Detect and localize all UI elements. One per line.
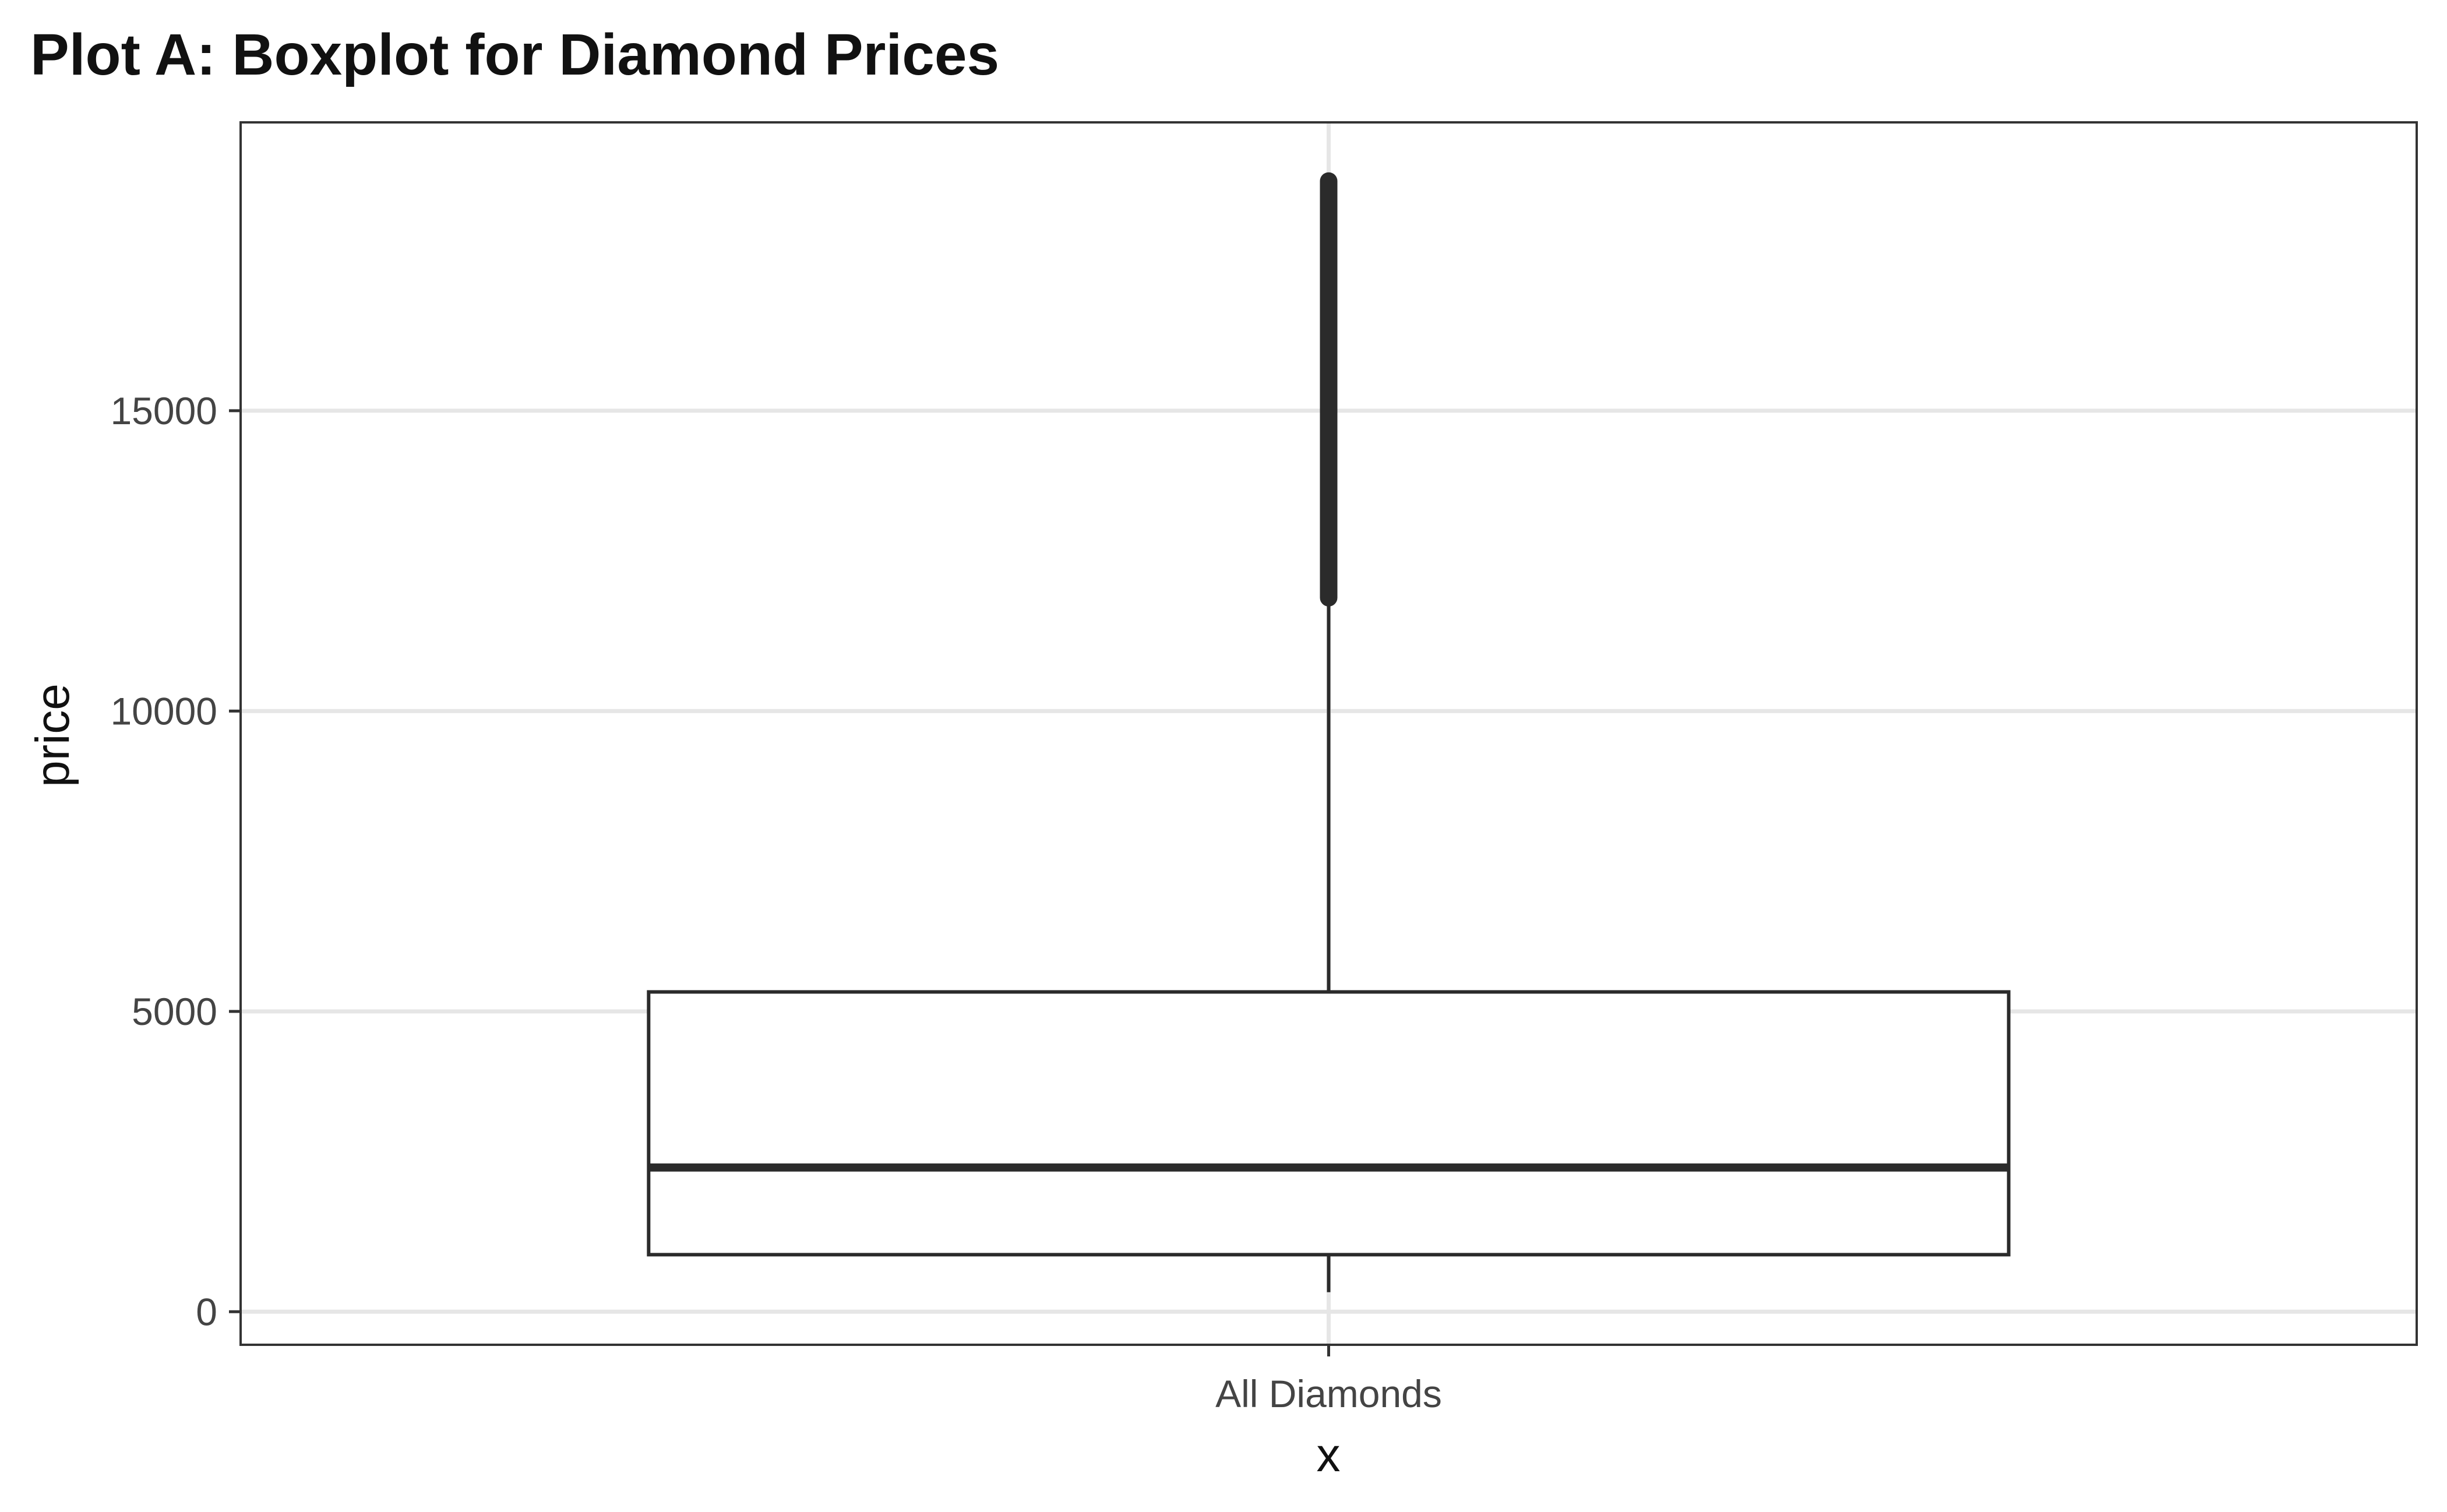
y-axis-title: price [26,683,79,787]
box-layer [647,172,2011,1292]
y-tick-label: 5000 [132,990,217,1033]
axis-layer: 0 5000 10000 15000 All Diamonds [110,389,1441,1415]
iqr-box [647,990,2011,1257]
chart-title: Plot A: Boxplot for Diamond Prices [30,22,999,87]
y-tick-label: 10000 [110,689,217,732]
y-tick-label: 0 [196,1290,217,1333]
y-tick-label: 15000 [110,389,217,432]
x-axis-title: x [1317,1429,1341,1482]
x-tick-label: All Diamonds [1215,1372,1442,1415]
